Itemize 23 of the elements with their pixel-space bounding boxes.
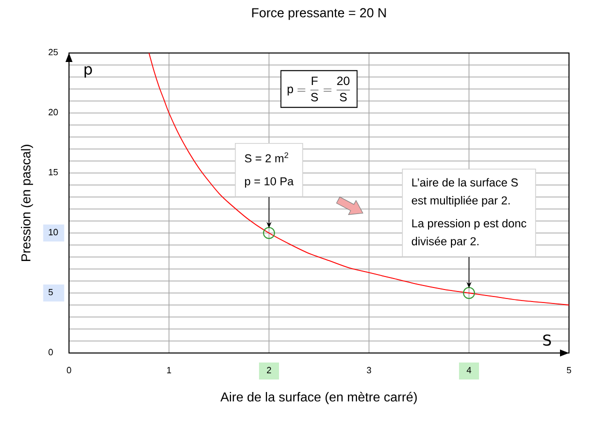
- x-tick-label: 5: [566, 367, 572, 374]
- annotation: La pression p est donc divisée par 2.: [412, 218, 526, 248]
- y-tick-label: 20: [48, 108, 58, 116]
- annotation: p: [84, 66, 92, 78]
- annotation: S: [543, 334, 551, 346]
- y-tick-label: 5: [48, 289, 53, 296]
- annotation: $\mathrm{p}=\frac{\mathrm{F}}{\mathrm{S}}=\frac{\mathrm{20}}{\mathrm{S}}$: [288, 76, 350, 102]
- x-tick-label: 2: [266, 366, 272, 374]
- y-tick-label: 25: [48, 48, 58, 56]
- line-series: [148, 52, 570, 306]
- annotation: L’aire de la surface S est multipliée par 2.: [412, 178, 518, 207]
- y-axis-title: Pression (en pascal): [20, 144, 34, 261]
- x-tick-label: 4: [466, 367, 472, 374]
- y-tick-label: 15: [48, 169, 58, 176]
- chart-title: Force pressante = 20 N: [252, 8, 386, 20]
- annotation: p = 10 Pa: [245, 177, 294, 188]
- x-tick-label: 3: [366, 366, 372, 374]
- x-tick-label: 0: [66, 366, 72, 374]
- x-tick-label: 1: [167, 367, 172, 374]
- x-axis-title: Aire de la surface (en mètre carré): [220, 392, 417, 404]
- y-tick-label: 10: [48, 228, 58, 236]
- y-tick-label: 0: [48, 348, 53, 356]
- annotation: S = 2 m$^{2}$: [244, 152, 288, 162]
